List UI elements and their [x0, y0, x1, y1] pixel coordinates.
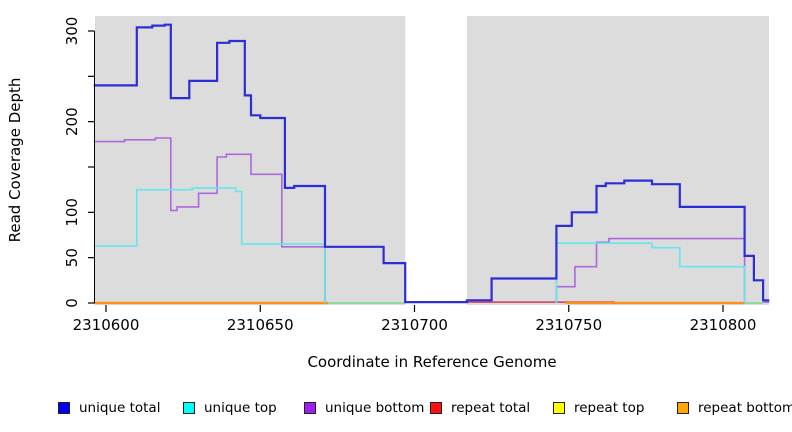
legend-label: unique total	[79, 400, 161, 416]
legend-label: repeat top	[574, 400, 645, 416]
x-tick-label: 2310650	[227, 316, 294, 334]
legend-label: repeat bottom	[698, 400, 792, 416]
legend-item-repeat-bottom: repeat bottom	[677, 399, 792, 417]
legend-swatch	[183, 402, 195, 414]
legend-item-repeat-top: repeat top	[553, 399, 644, 417]
legend-item-unique-total: unique total	[58, 399, 160, 417]
y-axis-title: Read Coverage Depth	[6, 78, 24, 243]
series-unique-bottom	[555, 237, 746, 303]
no-data-gap	[405, 16, 467, 305]
y-tick-label: 50	[63, 248, 81, 267]
legend-label: unique top	[204, 400, 277, 416]
series-unique-top	[555, 242, 746, 303]
legend: unique total unique top unique bottom repea…	[0, 399, 792, 421]
x-tick-label: 2310750	[535, 316, 602, 334]
x-tick-label: 2310800	[690, 316, 757, 334]
series-unique-top	[93, 187, 326, 303]
legend-item-unique-top: unique top	[183, 399, 277, 417]
legend-swatch	[553, 402, 565, 414]
legend-label: repeat total	[451, 400, 531, 416]
legend-swatch	[304, 402, 316, 414]
y-tick-label: 200	[63, 107, 81, 136]
legend-swatch	[58, 402, 70, 414]
y-tick-label: 100	[63, 198, 81, 227]
legend-item-repeat-total: repeat total	[430, 399, 530, 417]
series-unique-total	[93, 23, 770, 304]
x-tick-label: 2310700	[381, 316, 448, 334]
x-axis-title: Coordinate in Reference Genome	[307, 353, 556, 371]
legend-item-unique-bottom: unique bottom	[304, 399, 424, 417]
y-tick-label: 0	[63, 298, 81, 308]
legend-swatch	[677, 402, 689, 414]
legend-label: unique bottom	[325, 400, 425, 416]
axes: 0 50 100 200 300 2310600 2310650 2310700 2310750…	[63, 17, 756, 334]
y-tick-label: 300	[63, 17, 81, 46]
series-unique-bottom	[93, 137, 326, 303]
legend-swatch	[430, 402, 442, 414]
coverage-series	[93, 23, 770, 305]
x-tick-label: 2310600	[73, 316, 140, 334]
gap-rect	[405, 16, 467, 305]
